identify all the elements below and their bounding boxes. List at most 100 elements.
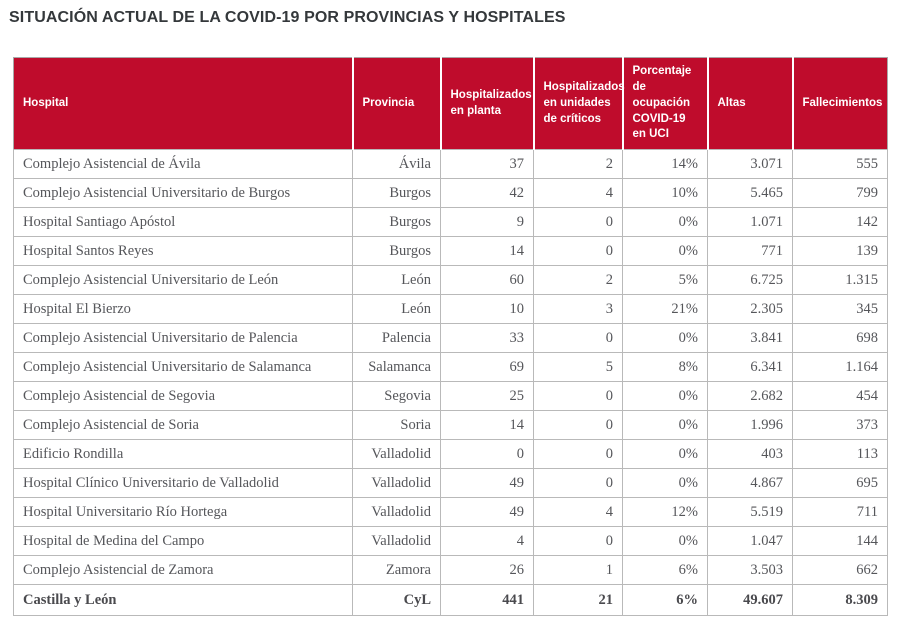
provincia-cell: Soria bbox=[352, 410, 441, 441]
table-row: Complejo Asistencial Universitario de Bu… bbox=[13, 178, 888, 209]
criticos-cell: 0 bbox=[533, 468, 623, 499]
table-header-row: Hospital Provincia Hospitalizados en pla… bbox=[13, 57, 888, 150]
altas-cell: 2.305 bbox=[707, 294, 793, 325]
table-row: Complejo Asistencial de Segovia Segovia 25… bbox=[13, 381, 888, 412]
planta-cell: 0 bbox=[440, 439, 534, 470]
altas-cell: 3.071 bbox=[707, 149, 793, 180]
col-header-fallecimientos: Fallecimientos bbox=[791, 57, 888, 150]
uci-cell: 5% bbox=[622, 265, 708, 296]
table-row: Hospital Clínico Universitario de Vallad… bbox=[13, 468, 888, 499]
hospital-cell: Hospital Santos Reyes bbox=[13, 236, 353, 267]
table-row: Complejo Asistencial Universitario de Sa… bbox=[13, 352, 888, 383]
criticos-cell: 0 bbox=[533, 381, 623, 412]
total-provincia-cell: CyL bbox=[352, 584, 441, 617]
fallecimientos-cell: 345 bbox=[792, 294, 888, 325]
table-row: Hospital Santos Reyes Burgos 14 0 0% 771 139 bbox=[13, 236, 888, 267]
altas-cell: 4.867 bbox=[707, 468, 793, 499]
hospital-cell: Complejo Asistencial Universitario de Le… bbox=[13, 265, 353, 296]
total-uci-cell: 6% bbox=[622, 584, 708, 617]
provincia-cell: Valladolid bbox=[352, 526, 441, 557]
altas-cell: 1.047 bbox=[707, 526, 793, 557]
planta-cell: 4 bbox=[440, 526, 534, 557]
provincia-cell: Valladolid bbox=[352, 497, 441, 528]
altas-cell: 2.682 bbox=[707, 381, 793, 412]
col-header-planta: Hospitalizados en planta bbox=[439, 57, 534, 150]
criticos-cell: 2 bbox=[533, 149, 623, 180]
criticos-cell: 0 bbox=[533, 207, 623, 238]
uci-cell: 12% bbox=[622, 497, 708, 528]
hospital-cell: Edificio Rondilla bbox=[13, 439, 353, 470]
planta-cell: 9 bbox=[440, 207, 534, 238]
uci-cell: 0% bbox=[622, 526, 708, 557]
uci-cell: 6% bbox=[622, 555, 708, 586]
criticos-cell: 2 bbox=[533, 265, 623, 296]
fallecimientos-cell: 142 bbox=[792, 207, 888, 238]
hospital-cell: Complejo Asistencial de Soria bbox=[13, 410, 353, 441]
altas-cell: 6.725 bbox=[707, 265, 793, 296]
uci-cell: 21% bbox=[622, 294, 708, 325]
hospital-cell: Hospital Universitario Río Hortega bbox=[13, 497, 353, 528]
altas-cell: 1.071 bbox=[707, 207, 793, 238]
fallecimientos-cell: 144 bbox=[792, 526, 888, 557]
uci-cell: 0% bbox=[622, 410, 708, 441]
table-row: Complejo Asistencial de Ávila Ávila 37 2 14%… bbox=[13, 149, 888, 180]
col-header-uci: Porcentaje de ocupación COVID-19 en UCI bbox=[621, 57, 708, 150]
fallecimientos-cell: 711 bbox=[792, 497, 888, 528]
table-row: Hospital Santiago Apóstol Burgos 9 0 0% 1.071… bbox=[13, 207, 888, 238]
uci-cell: 0% bbox=[622, 207, 708, 238]
uci-cell: 0% bbox=[622, 236, 708, 267]
table-row: Hospital de Medina del Campo Valladolid 4 0… bbox=[13, 526, 888, 557]
planta-cell: 60 bbox=[440, 265, 534, 296]
planta-cell: 33 bbox=[440, 323, 534, 354]
hospital-cell: Complejo Asistencial de Segovia bbox=[13, 381, 353, 412]
provincia-cell: León bbox=[352, 294, 441, 325]
hospital-cell: Complejo Asistencial Universitario de Sa… bbox=[13, 352, 353, 383]
fallecimientos-cell: 454 bbox=[792, 381, 888, 412]
planta-cell: 42 bbox=[440, 178, 534, 209]
table-total-row: Castilla y León CyL 441 21 6% 49.607 8.3… bbox=[13, 584, 888, 617]
planta-cell: 10 bbox=[440, 294, 534, 325]
hospital-cell: Hospital Santiago Apóstol bbox=[13, 207, 353, 238]
total-planta-cell: 441 bbox=[440, 584, 534, 617]
criticos-cell: 0 bbox=[533, 439, 623, 470]
planta-cell: 49 bbox=[440, 468, 534, 499]
hospital-cell: Complejo Asistencial de Ávila bbox=[13, 149, 353, 180]
altas-cell: 771 bbox=[707, 236, 793, 267]
fallecimientos-cell: 662 bbox=[792, 555, 888, 586]
col-header-provincia: Provincia bbox=[351, 57, 441, 150]
criticos-cell: 5 bbox=[533, 352, 623, 383]
provincia-cell: Salamanca bbox=[352, 352, 441, 383]
fallecimientos-cell: 1.315 bbox=[792, 265, 888, 296]
planta-cell: 25 bbox=[440, 381, 534, 412]
altas-cell: 1.996 bbox=[707, 410, 793, 441]
total-region-cell: Castilla y León bbox=[13, 584, 353, 617]
hospital-cell: Hospital El Bierzo bbox=[13, 294, 353, 325]
uci-cell: 0% bbox=[622, 468, 708, 499]
table-row: Edificio Rondilla Valladolid 0 0 0% 403 113 bbox=[13, 439, 888, 470]
provincia-cell: Burgos bbox=[352, 236, 441, 267]
provincia-cell: Burgos bbox=[352, 207, 441, 238]
criticos-cell: 4 bbox=[533, 178, 623, 209]
table-body: Complejo Asistencial de Ávila Ávila 37 2 14%… bbox=[13, 149, 888, 586]
table-row: Complejo Asistencial Universitario de Le… bbox=[13, 265, 888, 296]
provincia-cell: Valladolid bbox=[352, 468, 441, 499]
altas-cell: 5.519 bbox=[707, 497, 793, 528]
provincia-cell: Ávila bbox=[352, 149, 441, 180]
planta-cell: 37 bbox=[440, 149, 534, 180]
table-row: Hospital Universitario Río Hortega Vallad… bbox=[13, 497, 888, 528]
total-fallecimientos-cell: 8.309 bbox=[792, 584, 888, 617]
uci-cell: 0% bbox=[622, 323, 708, 354]
provincia-cell: Valladolid bbox=[352, 439, 441, 470]
uci-cell: 10% bbox=[622, 178, 708, 209]
hospital-cell: Complejo Asistencial de Zamora bbox=[13, 555, 353, 586]
fallecimientos-cell: 1.164 bbox=[792, 352, 888, 383]
uci-cell: 14% bbox=[622, 149, 708, 180]
criticos-cell: 4 bbox=[533, 497, 623, 528]
col-header-criticos: Hospitalizados en unidades de críticos bbox=[532, 57, 625, 150]
planta-cell: 14 bbox=[440, 236, 534, 267]
col-header-hospital: Hospital bbox=[13, 57, 353, 150]
table-row: Complejo Asistencial Universitario de Pa… bbox=[13, 323, 888, 354]
criticos-cell: 0 bbox=[533, 236, 623, 267]
fallecimientos-cell: 555 bbox=[792, 149, 888, 180]
provincia-cell: Segovia bbox=[352, 381, 441, 412]
